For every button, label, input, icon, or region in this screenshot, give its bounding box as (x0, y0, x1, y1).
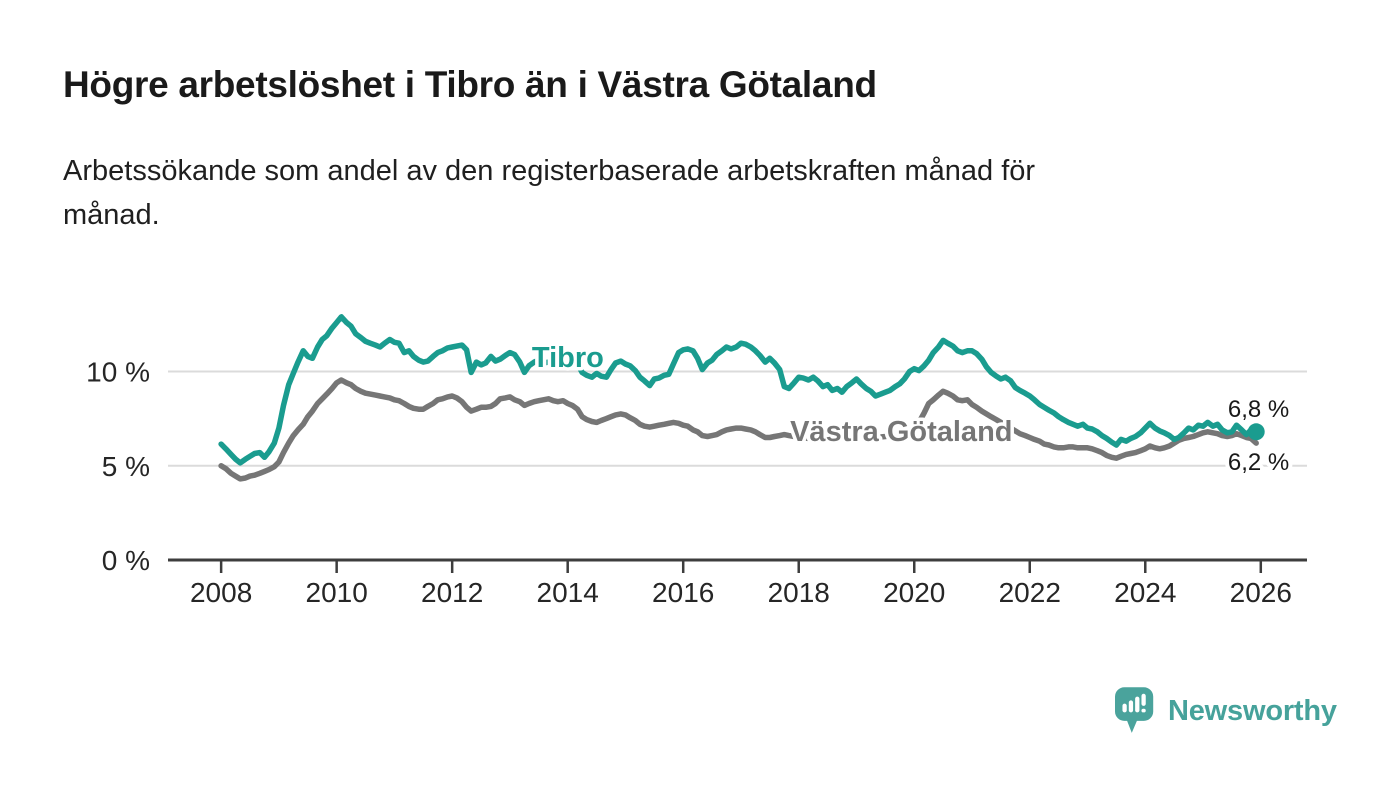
end-value-label-tibro: 6,8 % (1228, 396, 1289, 423)
x-tick-label-2026: 2026 (1230, 577, 1292, 608)
x-tick-label-2020: 2020 (883, 577, 945, 608)
x-tick-label-2010: 2010 (306, 577, 368, 608)
annotations-layer: Tibro Västra Götaland 6,8 % 6,2 % (528, 339, 1293, 481)
newsworthy-logo-icon (1115, 686, 1154, 733)
y-axis-layer: 0 % 5 % 10 % (86, 357, 150, 577)
y-tick-label-0: 0 % (102, 545, 150, 576)
newsworthy-logo-text: Newsworthy (1168, 694, 1337, 727)
x-tick-label-2024: 2024 (1114, 577, 1176, 608)
x-axis-layer: 2008 2010 2012 2014 2016 2018 2020 2022 2024 2026 (168, 558, 1307, 608)
latest-point-marker-tibro (1247, 423, 1265, 441)
series-line-tibro (218, 314, 1259, 466)
y-tick-label-5: 5 % (102, 451, 150, 482)
bar-chart-glyph (1122, 693, 1146, 712)
x-tick-label-2012: 2012 (421, 577, 483, 608)
series-layer (218, 314, 1265, 482)
series-line-vastra-gotaland (218, 377, 1259, 482)
x-tick-label-2022: 2022 (999, 577, 1061, 608)
series-label-vastra-gotaland: Västra Götaland (790, 416, 1012, 448)
x-tick-label-2016: 2016 (652, 577, 714, 608)
x-tick-label-2014: 2014 (537, 577, 599, 608)
series-label-tibro: Tibro (532, 342, 604, 374)
y-tick-label-10: 10 % (86, 357, 150, 388)
speech-bubble-shape (1115, 686, 1154, 733)
newsworthy-logo[interactable]: Newsworthy (1115, 686, 1337, 736)
x-tick-label-2018: 2018 (768, 577, 830, 608)
page-subtitle: Arbetssökande som andel av den registerb… (63, 155, 1036, 231)
x-tick-label-2008: 2008 (190, 577, 252, 608)
gridlines-layer (168, 370, 1307, 467)
page-title: Högre arbetslöshet i Tibro än i Västra G… (63, 64, 877, 105)
end-value-label-vastra-gotaland: 6,2 % (1228, 449, 1289, 476)
